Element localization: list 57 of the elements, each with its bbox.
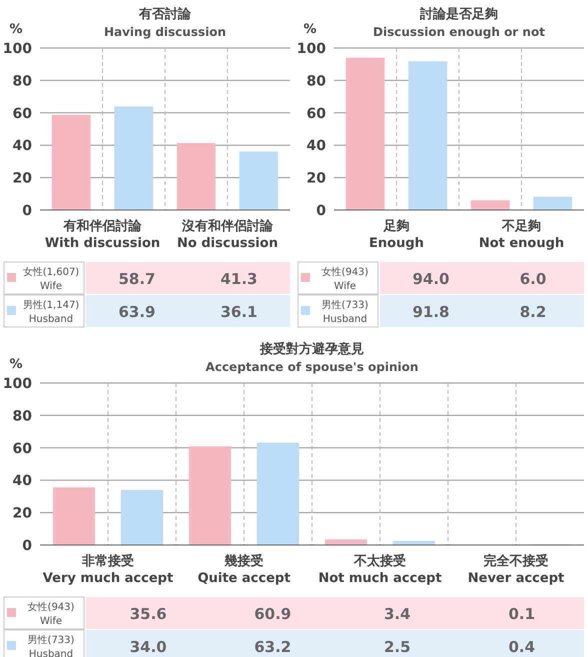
y-axis-title: %: [9, 22, 23, 37]
data-label: 35.6: [130, 605, 167, 623]
data-label: 34.0: [130, 638, 167, 656]
y-tick-label: 100: [296, 41, 326, 57]
y-tick-label: 20: [12, 506, 32, 522]
y-tick-label: 20: [12, 170, 32, 187]
data-label: 41.3: [220, 270, 258, 288]
x-tick-label: 不太接受 Not much accept: [318, 553, 442, 586]
y-tick-label: 80: [12, 408, 32, 424]
y-tick-label: 0: [316, 203, 326, 219]
chart-subtitle: Acceptance of spouse's opinion: [206, 360, 418, 374]
data-label: 63.9: [118, 303, 156, 321]
data-label: 0.4: [508, 638, 536, 656]
y-tick-label: 60: [12, 440, 32, 457]
x-tick-label: 足夠 Enough: [369, 219, 424, 251]
data-label: 3.4: [384, 605, 411, 623]
x-tick-label: 完全不接受 Never accept: [468, 553, 564, 586]
y-axis-title: %: [303, 22, 317, 37]
y-tick-label: 40: [306, 138, 326, 154]
y-tick-label: 40: [12, 138, 32, 154]
legend-label: 女性(943) Wife: [322, 266, 369, 292]
y-tick-label: 80: [306, 73, 326, 90]
data-label: 60.9: [254, 605, 292, 623]
y-axis-title: %: [9, 357, 23, 372]
x-tick-label: 不足夠 Not enough: [478, 219, 564, 251]
chart-title: 接受對方避孕意見: [259, 341, 364, 357]
y-tick-label: 100: [2, 41, 32, 57]
x-tick-label: 非常接受 Very much accept: [42, 553, 174, 586]
y-tick-label: 40: [12, 473, 32, 490]
data-label: 58.7: [118, 270, 156, 288]
legend-label: 女性(943) Wife: [28, 601, 75, 627]
legend-label: 男性(733) Husband: [28, 634, 75, 657]
x-tick-label: 幾接受 Quite accept: [198, 553, 290, 586]
chart-subtitle: Having discussion: [104, 25, 226, 39]
data-label: 63.2: [254, 638, 292, 656]
chart-subtitle: Discussion enough or not: [373, 25, 546, 39]
y-tick-label: 0: [22, 203, 32, 219]
chart-title: 有否討論: [138, 6, 192, 22]
data-label: 6.0: [520, 270, 546, 288]
y-tick-label: 80: [12, 73, 32, 90]
legend-label: 男性(1,147) Husband: [22, 299, 80, 325]
data-label: 91.8: [412, 303, 450, 321]
y-tick-label: 60: [306, 106, 326, 122]
data-label: 0.1: [508, 605, 536, 623]
y-tick-label: 100: [2, 376, 32, 392]
y-tick-label: 20: [306, 170, 326, 187]
data-label: 8.2: [520, 303, 546, 321]
y-tick-label: 60: [12, 106, 32, 122]
x-tick-label: 有和伴侶討論 With discussion: [44, 218, 160, 251]
data-label: 2.5: [384, 638, 411, 656]
data-label: 94.0: [412, 270, 450, 288]
x-tick-label: 沒有和伴侶討論 No discussion: [177, 218, 278, 251]
chart-title: 討論是否足夠: [419, 6, 498, 22]
legend-label: 女性(1,607) Wife: [22, 266, 80, 292]
y-tick-label: 0: [22, 538, 32, 554]
legend-label: 男性(733) Husband: [322, 299, 369, 325]
data-label: 36.1: [220, 303, 258, 321]
